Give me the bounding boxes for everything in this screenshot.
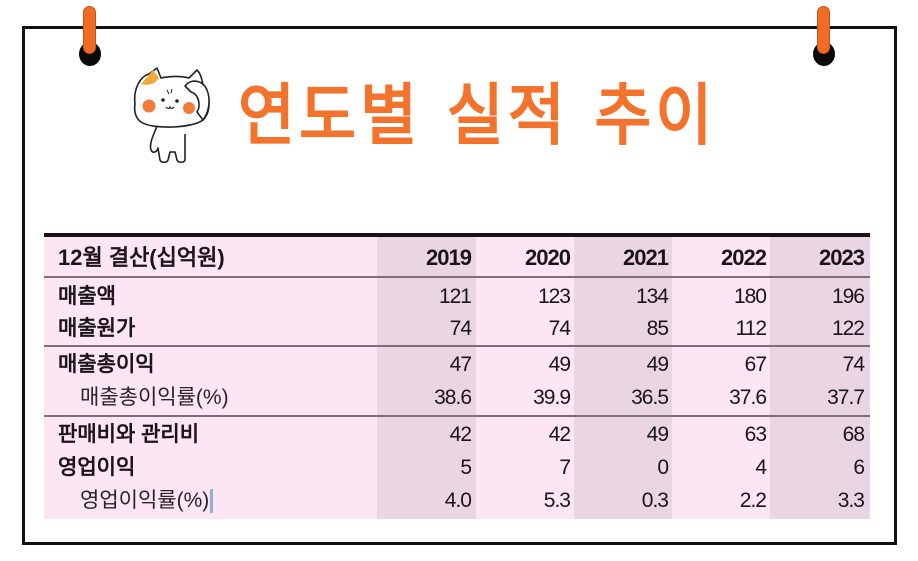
- cell-value: 67: [744, 353, 767, 376]
- year-header: 2023: [819, 245, 865, 270]
- cell-value: 123: [537, 285, 571, 308]
- table-row-gross-margin: 매출총이익률(%) 38.6 39.9 36.5 37.6 37.7: [44, 381, 870, 414]
- table-top-rule: [44, 233, 870, 237]
- cell-value: 4.0: [444, 489, 472, 512]
- cell-value: 121: [438, 285, 472, 308]
- cell-value: 134: [635, 285, 669, 308]
- row-label: 매출원가: [58, 317, 136, 340]
- page-title: 연도별 실적 추이: [238, 76, 717, 155]
- row-label: 판매비와 관리비: [58, 423, 200, 446]
- table-row-operating-profit: 영업이익 5 7 0 4 6: [44, 451, 870, 484]
- table-row-cost-of-sales: 매출원가 74 74 85 112 122: [44, 312, 870, 345]
- row-label: 매출액: [58, 285, 116, 308]
- cell-value: 85: [646, 317, 669, 340]
- left-hanger-pin-icon: [78, 6, 104, 66]
- cell-value: 122: [831, 317, 865, 340]
- cat-mascot-icon: [133, 67, 210, 164]
- section-divider: [44, 345, 870, 347]
- hanger-pin: [83, 6, 96, 54]
- table-row-revenue: 매출액 121 123 134 180 196: [44, 280, 870, 313]
- year-header: 2019: [426, 245, 472, 270]
- cell-value: 74: [548, 317, 571, 340]
- cell-value: 74: [842, 353, 865, 376]
- header-divider: [44, 276, 870, 278]
- row-label: 매출총이익률(%): [80, 386, 229, 409]
- cell-value: 4: [755, 456, 767, 479]
- cell-value: 63: [744, 423, 767, 446]
- cell-value: 0: [657, 456, 669, 479]
- table-header-row: 12월 결산(십억원) 2019 2020 2021 2022 2023: [44, 241, 870, 274]
- text-cursor-mark: [210, 489, 214, 514]
- cell-value: 180: [733, 285, 767, 308]
- cell-value: 3.3: [837, 489, 865, 512]
- performance-table: 12월 결산(십억원) 2019 2020 2021 2022 2023 매출액…: [44, 233, 870, 519]
- cell-value: 42: [449, 423, 472, 446]
- cell-value: 0.3: [641, 489, 669, 512]
- cell-value: 74: [449, 317, 472, 340]
- cell-value: 37.6: [729, 386, 767, 409]
- hanger-pin: [817, 6, 830, 54]
- right-hanger-pin-icon: [812, 6, 838, 66]
- cell-value: 49: [646, 353, 669, 376]
- cell-value: 47: [449, 353, 472, 376]
- table-row-gross-profit: 매출총이익 47 49 49 67 74: [44, 348, 870, 381]
- table-row-operating-margin: 영업이익률(%) 4.0 5.3 0.3 2.2 3.3: [44, 484, 870, 517]
- row-label: 매출총이익: [58, 353, 155, 376]
- cell-value: 2.2: [739, 489, 767, 512]
- cell-value: 49: [646, 423, 669, 446]
- cell-value: 39.9: [533, 386, 571, 409]
- year-header: 2020: [525, 245, 571, 270]
- cell-value: 42: [548, 423, 571, 446]
- column-shade-2023: [770, 233, 870, 519]
- cell-value: 38.6: [434, 386, 472, 409]
- table-row-sga: 판매비와 관리비 42 42 49 63 68: [44, 418, 870, 451]
- cell-value: 36.5: [631, 386, 669, 409]
- cell-value: 112: [735, 317, 767, 340]
- cell-value: 196: [831, 285, 865, 308]
- cell-value: 7: [559, 456, 571, 479]
- cell-value: 37.7: [827, 386, 865, 409]
- cell-value: 6: [853, 456, 865, 479]
- cell-value: 49: [548, 353, 571, 376]
- year-header: 2021: [623, 245, 669, 270]
- row-label-wrap: 영업이익률(%): [80, 484, 214, 517]
- cell-value: 5: [460, 456, 472, 479]
- cell-value: 5.3: [543, 489, 571, 512]
- column-shade-2021: [574, 233, 672, 519]
- row-label: 영업이익률(%): [80, 489, 210, 512]
- year-header: 2022: [721, 245, 767, 270]
- section-divider: [44, 415, 870, 417]
- header-label: 12월 결산(십억원): [58, 245, 225, 270]
- column-shade-2019: [377, 233, 476, 519]
- row-label: 영업이익: [58, 456, 136, 479]
- cell-value: 68: [842, 423, 865, 446]
